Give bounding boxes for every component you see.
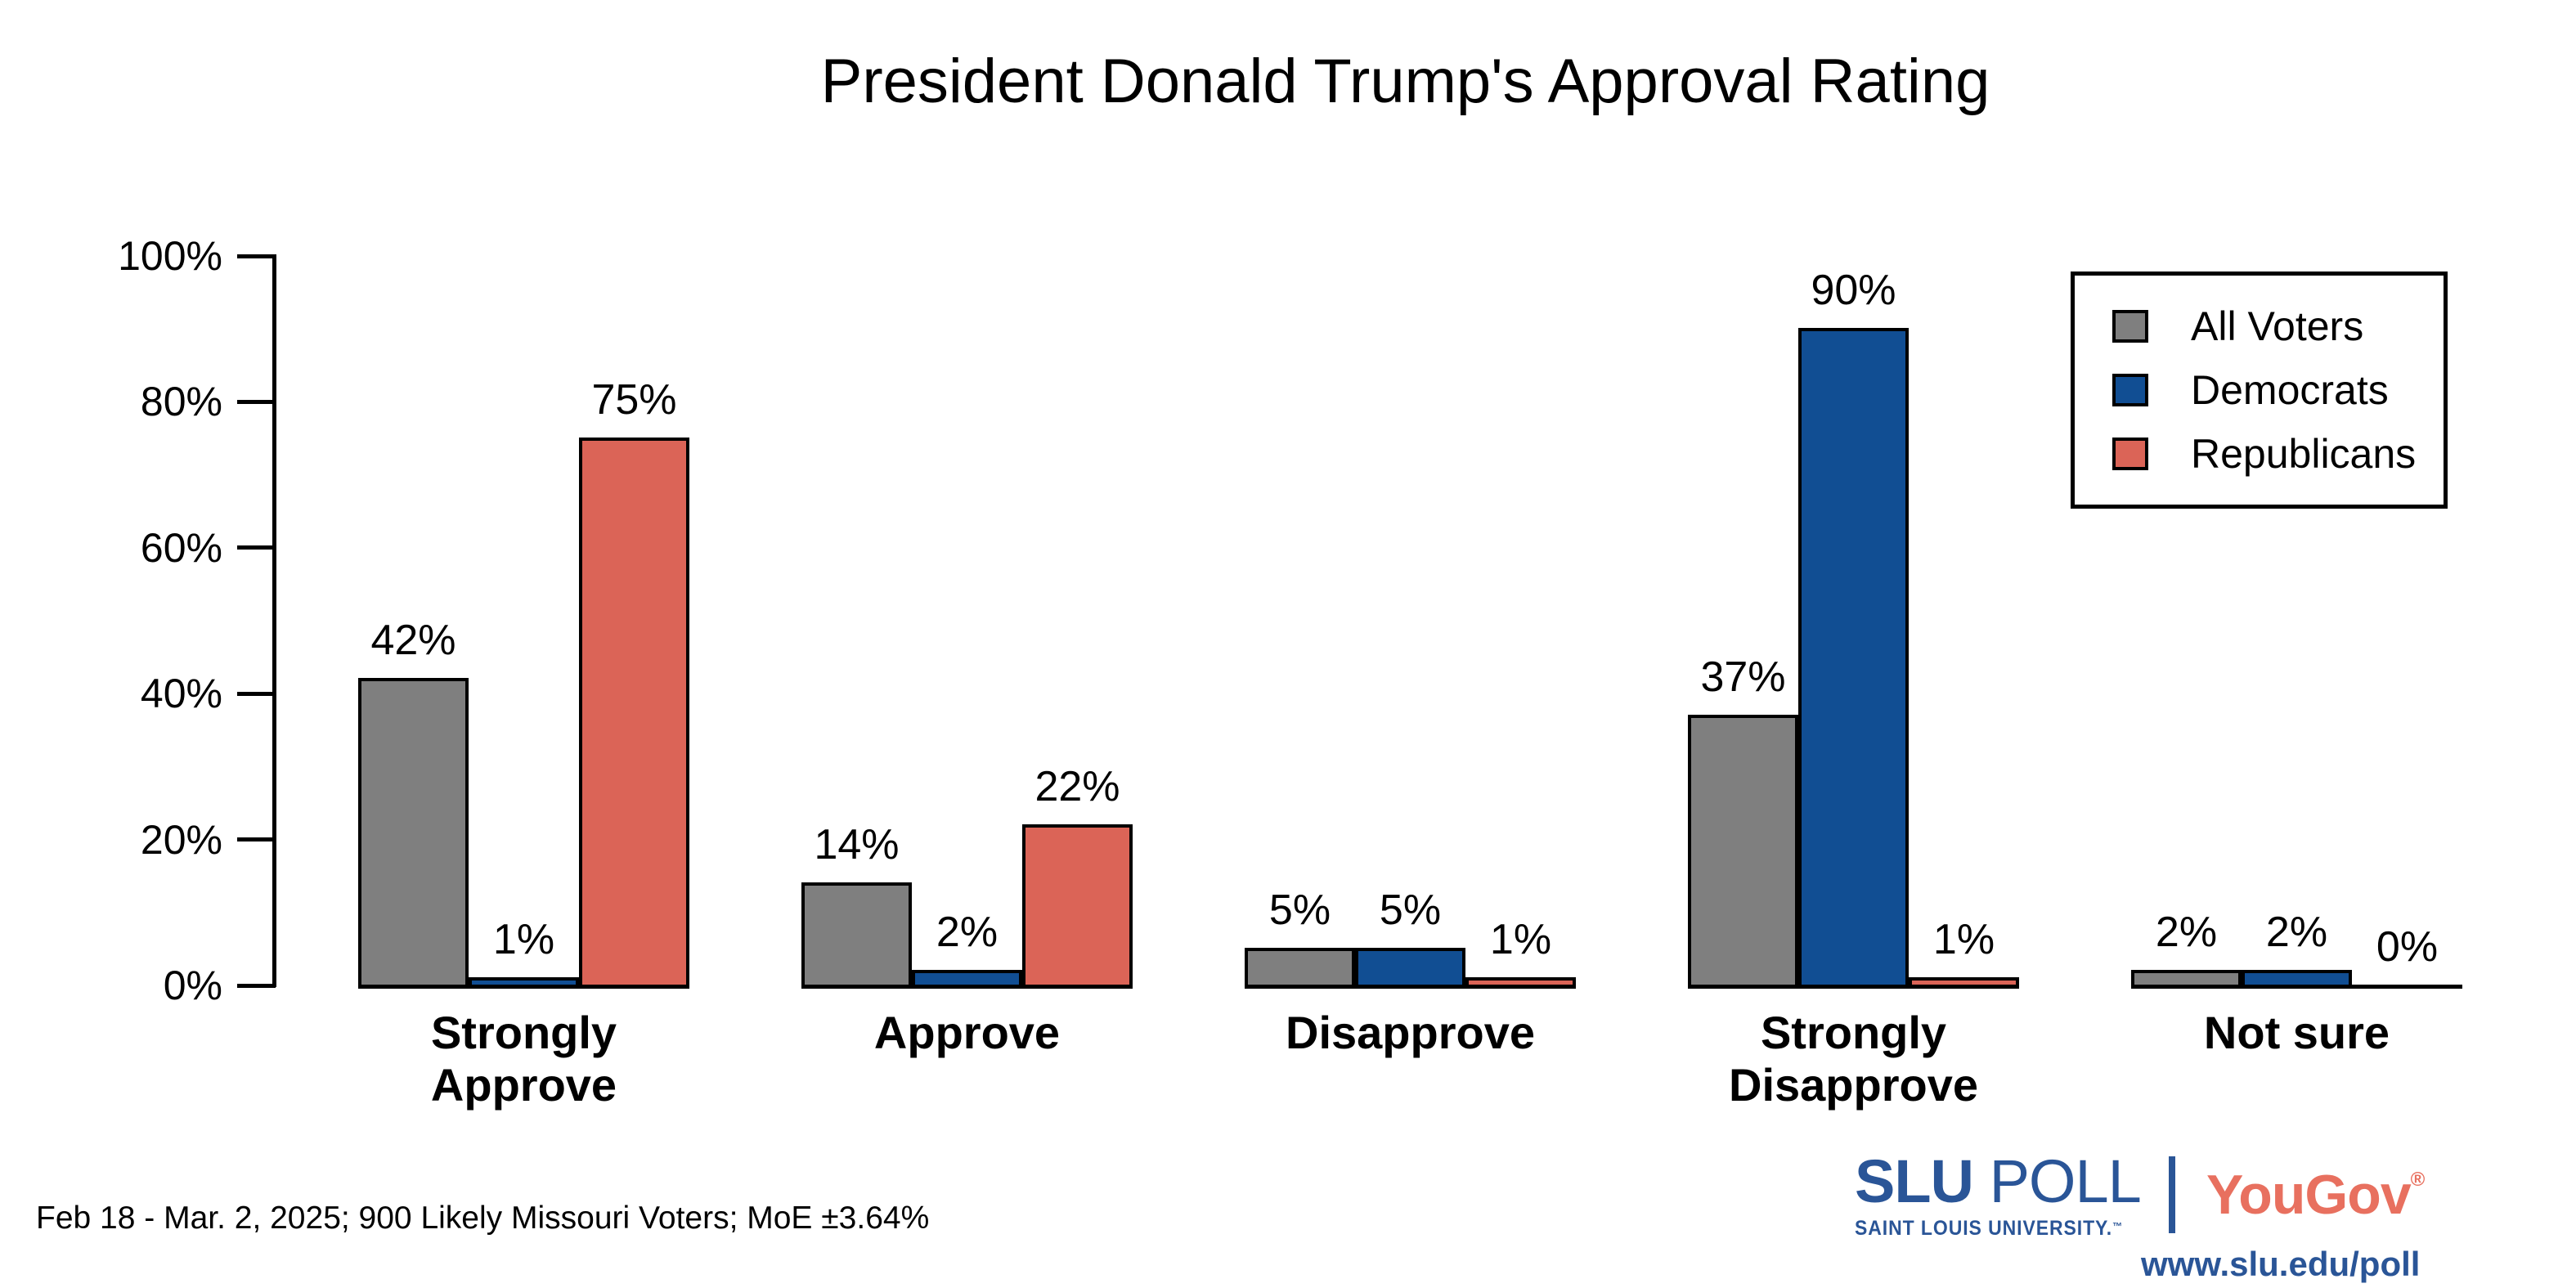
legend-label: Republicans (2191, 431, 2417, 477)
bar-value-label: 75% (591, 376, 677, 424)
slu-poll-url: www.slu.edu/poll (2141, 1245, 2421, 1283)
bar-group: 42% 1% 75% (358, 256, 689, 989)
bar (2242, 970, 2352, 985)
bar-group: 5% 5% 1% (1245, 256, 1576, 989)
y-tick (237, 545, 276, 550)
y-tick-label: 40% (140, 671, 222, 717)
registered-symbol: ® (2410, 1169, 2426, 1191)
bar (358, 678, 469, 985)
y-tick (237, 691, 276, 696)
legend-label: Democrats (2191, 367, 2389, 413)
bar-group: 14% 2% 22% (801, 256, 1133, 989)
slu-poll-text (1973, 1147, 1990, 1215)
slu-poll-logo: SLU POLL (1855, 1147, 2142, 1215)
bar-value-label: 2% (2155, 909, 2218, 956)
bar (2131, 970, 2242, 985)
legend-row: Democrats (2112, 366, 2444, 414)
bar (1465, 977, 1576, 985)
bar-value-label: 2% (2265, 909, 2328, 956)
y-tick-label: 60% (140, 524, 222, 571)
yougov-logo-text: YouGov (2206, 1164, 2412, 1226)
bar-value-label: 2% (936, 909, 999, 956)
bar-value-label: 0% (2376, 923, 2439, 971)
bar-value-label: 90% (1811, 267, 1896, 314)
bar-group: 37% 90% 1% (1688, 256, 2019, 989)
slu-subtitle-text: SAINT LOUIS UNIVERSITY. (1855, 1217, 2113, 1240)
bar-group: 2% 2% 0% (2131, 256, 2462, 989)
category-label: Disapprove (1286, 1007, 1535, 1058)
category-label: Not sure (2203, 1007, 2390, 1058)
legend-row: Republicans (2112, 430, 2444, 478)
chart-title: President Donald Trump's Approval Rating (820, 47, 1990, 116)
bar-value-label: 1% (1932, 916, 1995, 963)
bar-value-label: 5% (1379, 886, 1442, 934)
y-tick (237, 399, 276, 404)
bar-value-label: 1% (492, 916, 555, 963)
bar-value-label: 1% (1489, 916, 1552, 963)
bar-value-label: 14% (814, 821, 900, 868)
bar (1688, 715, 1798, 985)
trademark-symbol: ™ (2112, 1220, 2123, 1232)
slu-subtitle: SAINT LOUIS UNIVERSITY.™ (1855, 1217, 2123, 1241)
footer-note: Feb 18 - Mar. 2, 2025; 900 Likely Missou… (36, 1200, 930, 1236)
legend-swatch (2112, 438, 2148, 470)
logo-separator (2169, 1156, 2175, 1233)
category-label: Strongly Disapprove (1729, 1007, 1978, 1111)
branding-block: SLU POLL SAINT LOUIS UNIVERSITY.™ YouGov… (1832, 1148, 2568, 1287)
bar (1355, 948, 1465, 985)
bar (1909, 977, 2019, 985)
yougov-logo: YouGov® (2206, 1163, 2426, 1227)
y-tick (237, 254, 276, 258)
y-tick-label: 100% (118, 233, 222, 279)
slu-logo-text: SLU (1855, 1147, 1974, 1215)
category-label: Approve (873, 1007, 1061, 1058)
y-tick-label: 80% (140, 379, 222, 425)
legend-swatch (2112, 310, 2148, 343)
bar (1798, 328, 1909, 985)
bar (469, 977, 579, 985)
bar (579, 438, 689, 985)
poll-logo-text: POLL (1989, 1147, 2142, 1215)
bar-value-label: 37% (1700, 653, 1786, 701)
bar (801, 882, 912, 985)
y-tick-label: 20% (140, 816, 222, 863)
bar (912, 970, 1022, 985)
y-axis-line (272, 254, 276, 987)
bar (1022, 824, 1133, 985)
y-tick (237, 837, 276, 842)
bar-value-label: 5% (1268, 886, 1331, 934)
bar-value-label: 22% (1034, 763, 1120, 810)
legend-swatch (2112, 374, 2148, 406)
y-tick (237, 983, 276, 988)
bar-value-label: 42% (370, 617, 456, 664)
category-label: Strongly Approve (430, 1007, 617, 1111)
legend: All Voters Democrats Republicans (2071, 272, 2448, 509)
legend-row: All Voters (2112, 303, 2444, 350)
legend-label: All Voters (2191, 303, 2364, 349)
bar (1245, 948, 1355, 985)
y-tick-label: 0% (163, 963, 222, 1008)
